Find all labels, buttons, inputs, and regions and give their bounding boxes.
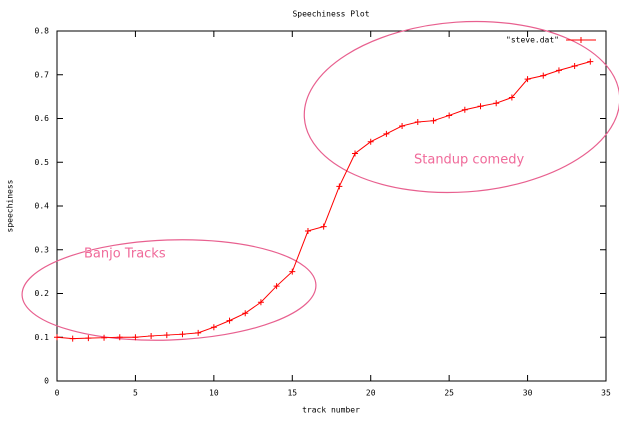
annotation: Banjo Tracks — [84, 247, 166, 262]
y-tick-label: 0.2 — [35, 289, 50, 298]
series-line — [56, 61, 591, 340]
point — [383, 130, 390, 137]
point — [163, 332, 170, 339]
point — [210, 324, 217, 331]
point — [399, 122, 406, 129]
point — [132, 334, 139, 341]
point — [555, 67, 562, 74]
point — [587, 58, 594, 65]
legend-label: "steve.dat" — [506, 36, 559, 45]
x-tick-label: 15 — [287, 389, 297, 398]
point — [101, 334, 108, 341]
y-tick-label: 0.4 — [35, 202, 50, 211]
point — [320, 223, 327, 230]
point — [85, 335, 92, 342]
point — [367, 138, 374, 145]
point — [414, 119, 421, 125]
y-tick-label: 0.7 — [35, 70, 50, 79]
point — [493, 100, 500, 107]
point — [461, 106, 468, 113]
x-tick-label: 20 — [366, 389, 376, 398]
point — [571, 63, 578, 69]
y-tick-label: 0 — [44, 377, 49, 386]
point — [289, 268, 296, 275]
y-axis-label: speechiness — [6, 179, 15, 232]
x-tick-label: 25 — [444, 389, 454, 398]
point — [304, 227, 311, 234]
point — [477, 103, 484, 110]
point — [54, 334, 60, 341]
point — [430, 117, 437, 124]
y-tick-label: 0.5 — [35, 158, 50, 167]
point — [242, 310, 249, 317]
point — [257, 299, 264, 306]
annotation-ellipse — [21, 239, 317, 341]
legend-swatch — [566, 37, 596, 43]
point — [226, 317, 233, 324]
x-tick-label: 35 — [601, 389, 611, 398]
x-axis-label: track number — [302, 406, 360, 415]
annotation-ellipse — [303, 20, 619, 194]
y-tick-label: 0.1 — [35, 333, 50, 342]
point — [352, 150, 359, 157]
x-tick-label: 0 — [55, 389, 60, 398]
y-tick-label: 0.8 — [35, 27, 50, 36]
point — [273, 283, 280, 290]
annotation: Standup comedy — [414, 153, 524, 168]
point — [508, 94, 515, 101]
point — [336, 183, 343, 190]
point — [446, 112, 453, 119]
y-tick-label: 0.6 — [35, 114, 50, 123]
chart-title: Speechiness Plot — [292, 10, 369, 19]
point — [540, 72, 547, 79]
point — [148, 332, 155, 339]
point — [69, 335, 76, 342]
point — [116, 334, 123, 341]
y-tick-label: 0.3 — [35, 245, 50, 254]
point — [524, 76, 531, 83]
point — [195, 329, 202, 336]
point — [179, 331, 186, 338]
x-tick-label: 30 — [523, 389, 533, 398]
x-tick-label: 5 — [133, 389, 138, 398]
x-tick-label: 10 — [209, 389, 219, 398]
